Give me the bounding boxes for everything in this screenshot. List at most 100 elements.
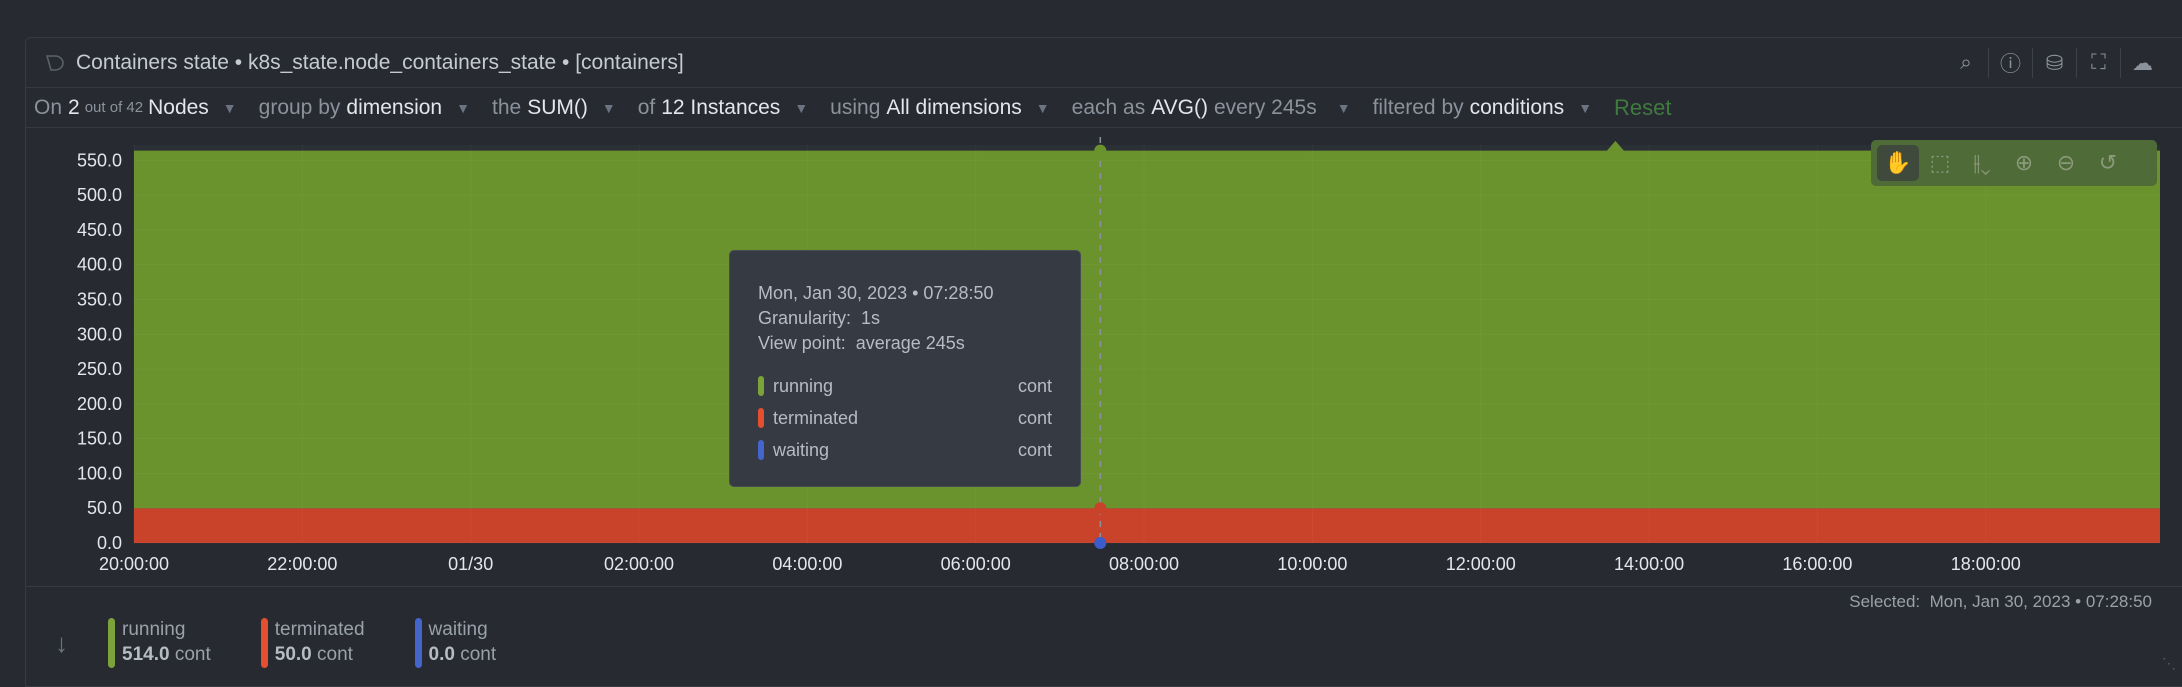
- label: the: [491, 95, 522, 119]
- separator: •: [228, 50, 248, 74]
- area-running: [134, 140, 2160, 509]
- x-tick-label: 20:00:00: [99, 554, 169, 574]
- chart-type-switch-icon[interactable]: ⛁: [2032, 48, 2076, 78]
- y-tick-label: 250.0: [77, 359, 122, 379]
- legend-unit: cont: [174, 644, 211, 665]
- highlight-range-icon[interactable]: ⫲⌄: [1973, 150, 1991, 175]
- chevron-down-icon: ▼: [794, 99, 809, 116]
- value: Nodes: [148, 95, 209, 119]
- chart-zoom-toolbar: ✋ ⬚ ⫲⌄ ⊕ ⊖ ↺: [1871, 140, 2157, 186]
- y-tick-label: 0.0: [97, 533, 122, 553]
- legend-item-terminated[interactable]: terminated 50.0 cont: [260, 618, 365, 668]
- info-icon[interactable]: ⓘ: [1988, 48, 2032, 78]
- zoom-in-icon[interactable]: ⊕: [2014, 150, 2034, 175]
- aggregation-dropdown[interactable]: the SUM() ▼: [492, 96, 616, 120]
- x-tick-label: 01/30: [448, 554, 493, 574]
- label: group by: [258, 95, 341, 119]
- reset-zoom-icon[interactable]: ↺: [2098, 150, 2118, 175]
- chevron-down-icon: ▼: [601, 99, 616, 116]
- x-tick-label: 08:00:00: [1109, 554, 1179, 574]
- chart-actions: ⌕ ⓘ ⛁ ⛶ ☁: [1944, 48, 2164, 78]
- value: All dimensions: [886, 95, 1022, 119]
- instances-dropdown[interactable]: of 12 Instances ▼: [638, 96, 808, 120]
- color-swatch: [758, 376, 764, 396]
- dimension-unit: cont: [1017, 439, 1052, 460]
- y-tick-label: 300.0: [77, 324, 122, 344]
- tooltip-viewpoint: View point: average 245s: [758, 333, 965, 353]
- chart-context: k8s_state.node_containers_state: [247, 50, 557, 74]
- chart-family: [containers]: [575, 50, 684, 74]
- chart-plot[interactable]: 0.0 50.0 100.0 150.0 200.0 250.0 300.0 350.0 400…: [0, 0, 2182, 590]
- legend-value: 0.0: [428, 644, 455, 665]
- reset-button[interactable]: Reset: [1614, 94, 1672, 120]
- legend-item-waiting[interactable]: waiting 0.0 cont: [414, 618, 497, 668]
- tooltip-row-terminated: terminated cont: [758, 402, 1052, 434]
- dimension-name: running: [773, 375, 834, 396]
- legend-name: running: [122, 619, 186, 640]
- tooltip-row-waiting: waiting cont: [758, 434, 1052, 466]
- legend-unit: cont: [317, 644, 353, 665]
- value: 12 Instances: [661, 95, 781, 119]
- time-aggregation-dropdown[interactable]: each as AVG() every 245s ▼: [1072, 96, 1351, 120]
- label: every 245s: [1213, 95, 1317, 119]
- chart-legend: ↓ running 514.0 cont terminated 50.0 cont …: [55, 618, 546, 668]
- cursor-point-running: [1094, 144, 1107, 157]
- dimension-name: terminated: [773, 407, 859, 428]
- filter-dropdown[interactable]: filtered by conditions ▼: [1373, 96, 1592, 120]
- y-tick-label: 400.0: [77, 255, 122, 275]
- chevron-down-icon: ▼: [222, 99, 237, 116]
- legend-item-running[interactable]: running 514.0 cont: [108, 618, 211, 668]
- dimension-name: waiting: [773, 439, 830, 460]
- dimension-unit: cont: [1017, 375, 1052, 396]
- arrow-down-icon[interactable]: ↓: [55, 627, 68, 658]
- legend-unit: cont: [460, 644, 497, 665]
- y-tick-label: 550.0: [77, 150, 122, 170]
- pan-hand-icon[interactable]: ✋: [1877, 145, 1919, 181]
- dimensions-dropdown[interactable]: using All dimensions ▼: [830, 96, 1049, 120]
- label: of: [637, 95, 656, 119]
- chevron-down-icon: ▼: [1336, 99, 1351, 116]
- label: On: [34, 95, 63, 119]
- chevron-down-icon: ▼: [456, 99, 470, 116]
- value: 2: [68, 95, 80, 119]
- divider: [25, 586, 2182, 587]
- x-tick-label: 10:00:00: [1277, 554, 1347, 574]
- fullscreen-icon[interactable]: ⛶: [2076, 48, 2120, 78]
- color-swatch: [260, 618, 268, 668]
- resize-handle-icon[interactable]: ⋱: [2162, 655, 2176, 671]
- y-tick-label: 200.0: [77, 394, 122, 414]
- chart-type-icon: [45, 54, 64, 71]
- value: SUM(): [527, 95, 588, 119]
- y-tick-label: 450.0: [77, 220, 122, 240]
- dimension-unit: cont: [1017, 407, 1052, 428]
- separator: •: [556, 50, 576, 74]
- value: AVG(): [1151, 95, 1208, 119]
- color-swatch: [108, 618, 115, 668]
- x-tick-label: 22:00:00: [267, 554, 337, 574]
- label: filtered by: [1372, 95, 1464, 119]
- chevron-down-icon: ▼: [1578, 99, 1593, 116]
- cursor-point-terminated: [1094, 502, 1107, 515]
- anomaly-search-icon[interactable]: ⌕: [1960, 51, 1972, 74]
- legend-value: 50.0: [274, 644, 312, 665]
- tooltip-row-running: running cont: [758, 370, 1052, 402]
- label: using: [830, 95, 881, 119]
- y-tick-label: 100.0: [77, 463, 122, 483]
- zoom-out-icon[interactable]: ⊖: [2056, 150, 2076, 175]
- group-by-dropdown[interactable]: group by dimension ▼: [259, 96, 470, 120]
- legend-name: waiting: [428, 619, 488, 640]
- nodes-dropdown[interactable]: On 2 out of 42 Nodes ▼: [34, 96, 237, 120]
- y-tick-label: 50.0: [87, 498, 122, 518]
- area-terminated: [134, 508, 2160, 543]
- color-swatch: [414, 618, 422, 668]
- label: each as: [1071, 95, 1146, 119]
- alert-icon[interactable]: ☁: [2120, 48, 2164, 78]
- legend-name: terminated: [274, 619, 365, 640]
- x-tick-label: 18:00:00: [1951, 554, 2021, 574]
- tooltip-granularity: Granularity: 1s: [758, 308, 881, 328]
- selected-timestamp: Selected: Mon, Jan 30, 2023 • 07:28:50: [1849, 592, 2152, 611]
- select-area-icon[interactable]: ⬚: [1929, 150, 1951, 175]
- color-swatch: [758, 408, 764, 428]
- chart-tooltip: Mon, Jan 30, 2023 • 07:28:50 Granularity…: [729, 250, 1081, 487]
- query-toolbar: On 2 out of 42 Nodes ▼ group by dimension ▼ th…: [26, 88, 2182, 128]
